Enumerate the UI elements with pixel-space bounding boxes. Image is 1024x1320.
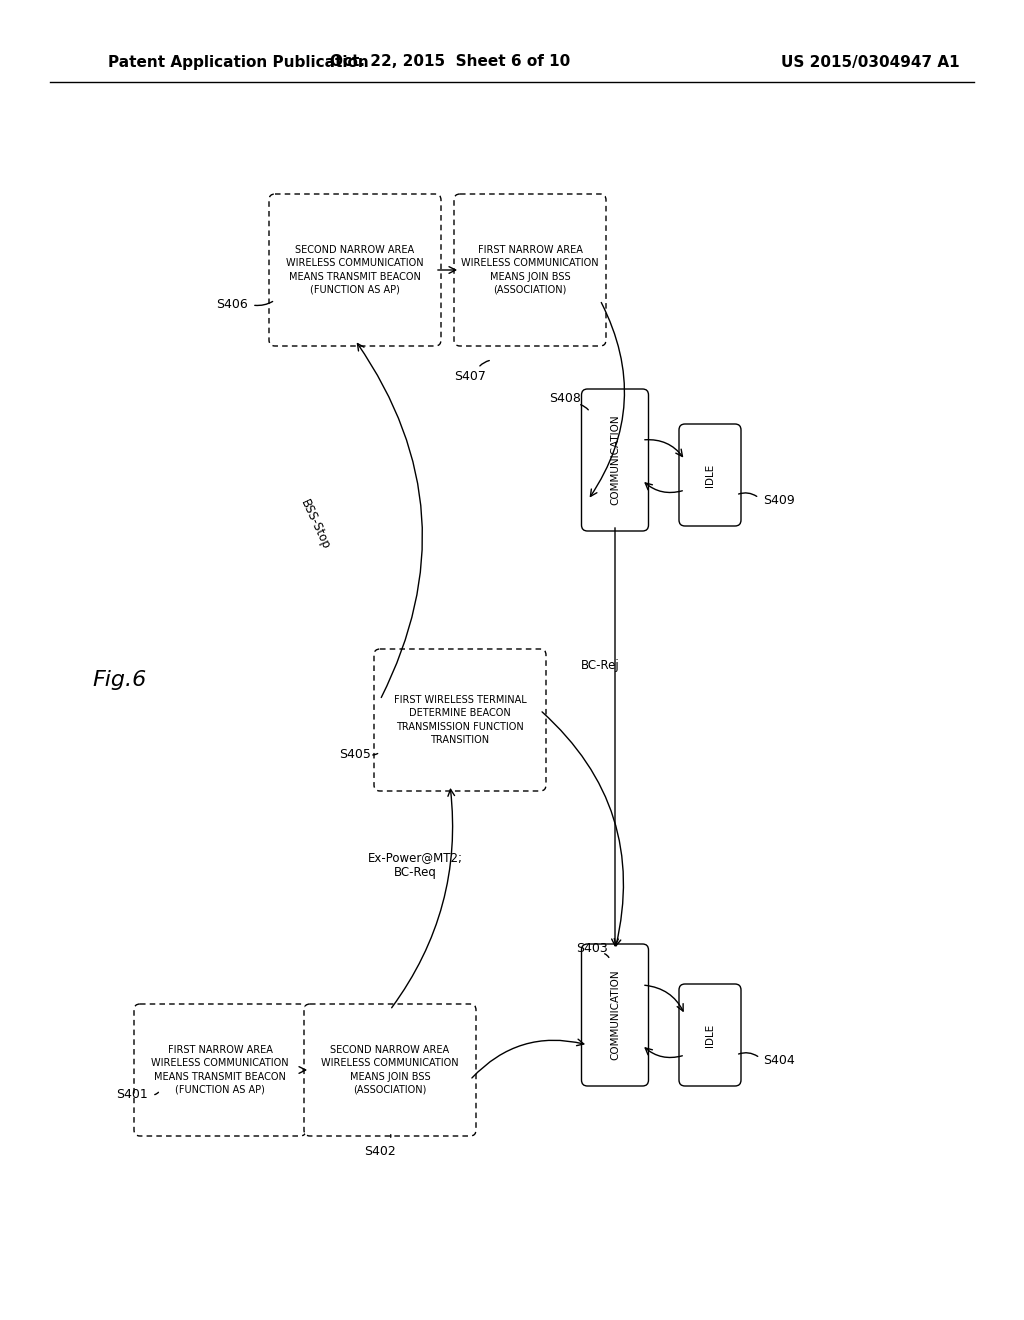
Text: BSS-Stop: BSS-Stop [298,498,332,552]
Text: FIRST NARROW AREA
WIRELESS COMMUNICATION
MEANS JOIN BSS
(ASSOCIATION): FIRST NARROW AREA WIRELESS COMMUNICATION… [461,246,599,294]
Text: S405: S405 [339,748,371,762]
FancyBboxPatch shape [679,983,741,1086]
Text: COMMUNICATION: COMMUNICATION [610,970,620,1060]
Text: Oct. 22, 2015  Sheet 6 of 10: Oct. 22, 2015 Sheet 6 of 10 [330,54,570,70]
Text: FIRST NARROW AREA
WIRELESS COMMUNICATION
MEANS TRANSMIT BEACON
(FUNCTION AS AP): FIRST NARROW AREA WIRELESS COMMUNICATION… [152,1045,289,1094]
FancyBboxPatch shape [374,649,546,791]
Text: Fig.6: Fig.6 [93,671,147,690]
Text: FIRST WIRELESS TERMINAL
DETERMINE BEACON
TRANSMISSION FUNCTION
TRANSITION: FIRST WIRELESS TERMINAL DETERMINE BEACON… [393,696,526,744]
Text: IDLE: IDLE [705,1023,715,1047]
Text: Ex-Power@MT2;
BC-Req: Ex-Power@MT2; BC-Req [368,851,463,879]
Text: S406: S406 [216,298,248,312]
Text: SECOND NARROW AREA
WIRELESS COMMUNICATION
MEANS JOIN BSS
(ASSOCIATION): SECOND NARROW AREA WIRELESS COMMUNICATIO… [322,1045,459,1094]
Text: S409: S409 [763,494,795,507]
Text: BC-Rej: BC-Rej [581,659,620,672]
FancyBboxPatch shape [582,944,648,1086]
Text: S404: S404 [763,1053,795,1067]
Text: S408: S408 [549,392,581,404]
Text: US 2015/0304947 A1: US 2015/0304947 A1 [780,54,959,70]
Text: S402: S402 [365,1144,396,1158]
FancyBboxPatch shape [269,194,441,346]
Text: S401: S401 [117,1089,148,1101]
FancyBboxPatch shape [134,1005,306,1137]
Text: IDLE: IDLE [705,463,715,487]
FancyBboxPatch shape [582,389,648,531]
Text: SECOND NARROW AREA
WIRELESS COMMUNICATION
MEANS TRANSMIT BEACON
(FUNCTION AS AP): SECOND NARROW AREA WIRELESS COMMUNICATIO… [286,246,424,294]
FancyBboxPatch shape [679,424,741,525]
Text: S407: S407 [454,370,486,383]
FancyBboxPatch shape [454,194,606,346]
Text: Patent Application Publication: Patent Application Publication [108,54,369,70]
Text: S403: S403 [577,941,608,954]
FancyBboxPatch shape [304,1005,476,1137]
Text: COMMUNICATION: COMMUNICATION [610,414,620,506]
